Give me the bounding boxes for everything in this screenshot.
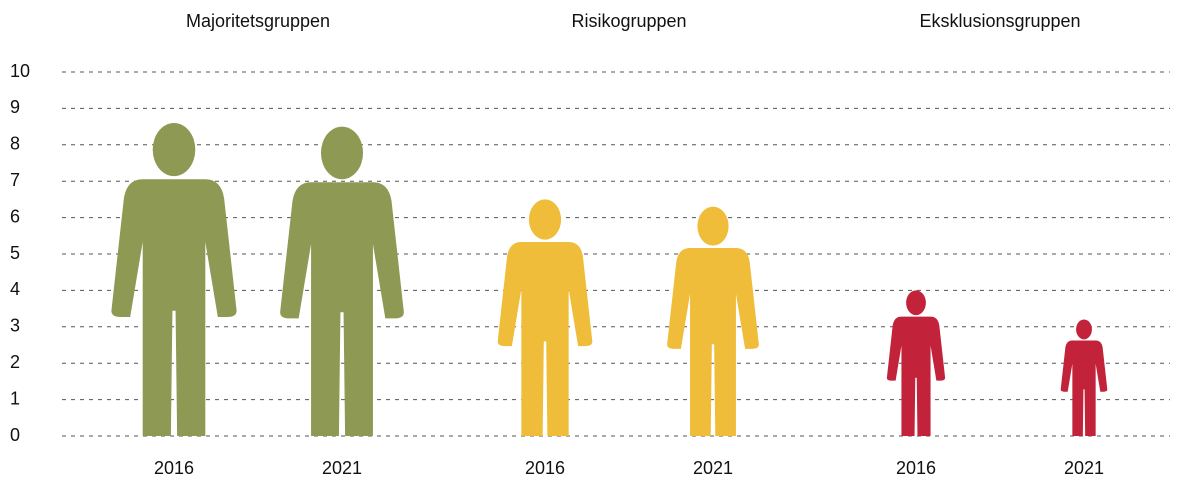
x-tick-label: 2021 xyxy=(322,458,362,478)
x-tick-label: 2021 xyxy=(1064,458,1104,478)
y-tick-label: 0 xyxy=(10,425,20,445)
person-icon xyxy=(886,290,946,436)
person-icon xyxy=(111,122,237,437)
y-tick-label: 6 xyxy=(10,206,20,226)
person-body xyxy=(111,179,237,437)
y-tick-label: 4 xyxy=(10,279,20,299)
y-tick-label: 2 xyxy=(10,352,20,372)
person-head xyxy=(320,126,364,180)
y-tick-label: 1 xyxy=(10,388,20,408)
x-tick-label: 2016 xyxy=(525,458,565,478)
person-body xyxy=(280,182,404,436)
y-tick-label: 3 xyxy=(10,316,20,336)
y-tick-label: 10 xyxy=(10,61,30,81)
y-tick-label: 8 xyxy=(10,134,20,154)
person-head xyxy=(528,199,562,240)
person-icon xyxy=(280,126,404,436)
x-tick-label: 2016 xyxy=(896,458,936,478)
person-icon xyxy=(667,206,759,436)
y-tick-label: 5 xyxy=(10,243,20,263)
person-head xyxy=(697,206,729,246)
person-icon xyxy=(497,199,593,436)
group-title: Majoritetsgruppen xyxy=(186,11,330,31)
group-title: Risikogruppen xyxy=(571,11,686,31)
person-head xyxy=(1076,319,1092,340)
x-tick-label: 2016 xyxy=(154,458,194,478)
y-tick-label: 9 xyxy=(10,97,20,117)
x-tick-label: 2021 xyxy=(693,458,733,478)
person-body xyxy=(667,247,759,436)
person-icon xyxy=(1060,319,1108,436)
person-head xyxy=(152,122,196,177)
person-head xyxy=(906,290,926,316)
person-body xyxy=(497,241,593,436)
group-title: Eksklusionsgruppen xyxy=(919,11,1080,31)
person-body xyxy=(1060,340,1108,436)
y-tick-label: 7 xyxy=(10,170,20,190)
person-body xyxy=(886,316,946,436)
